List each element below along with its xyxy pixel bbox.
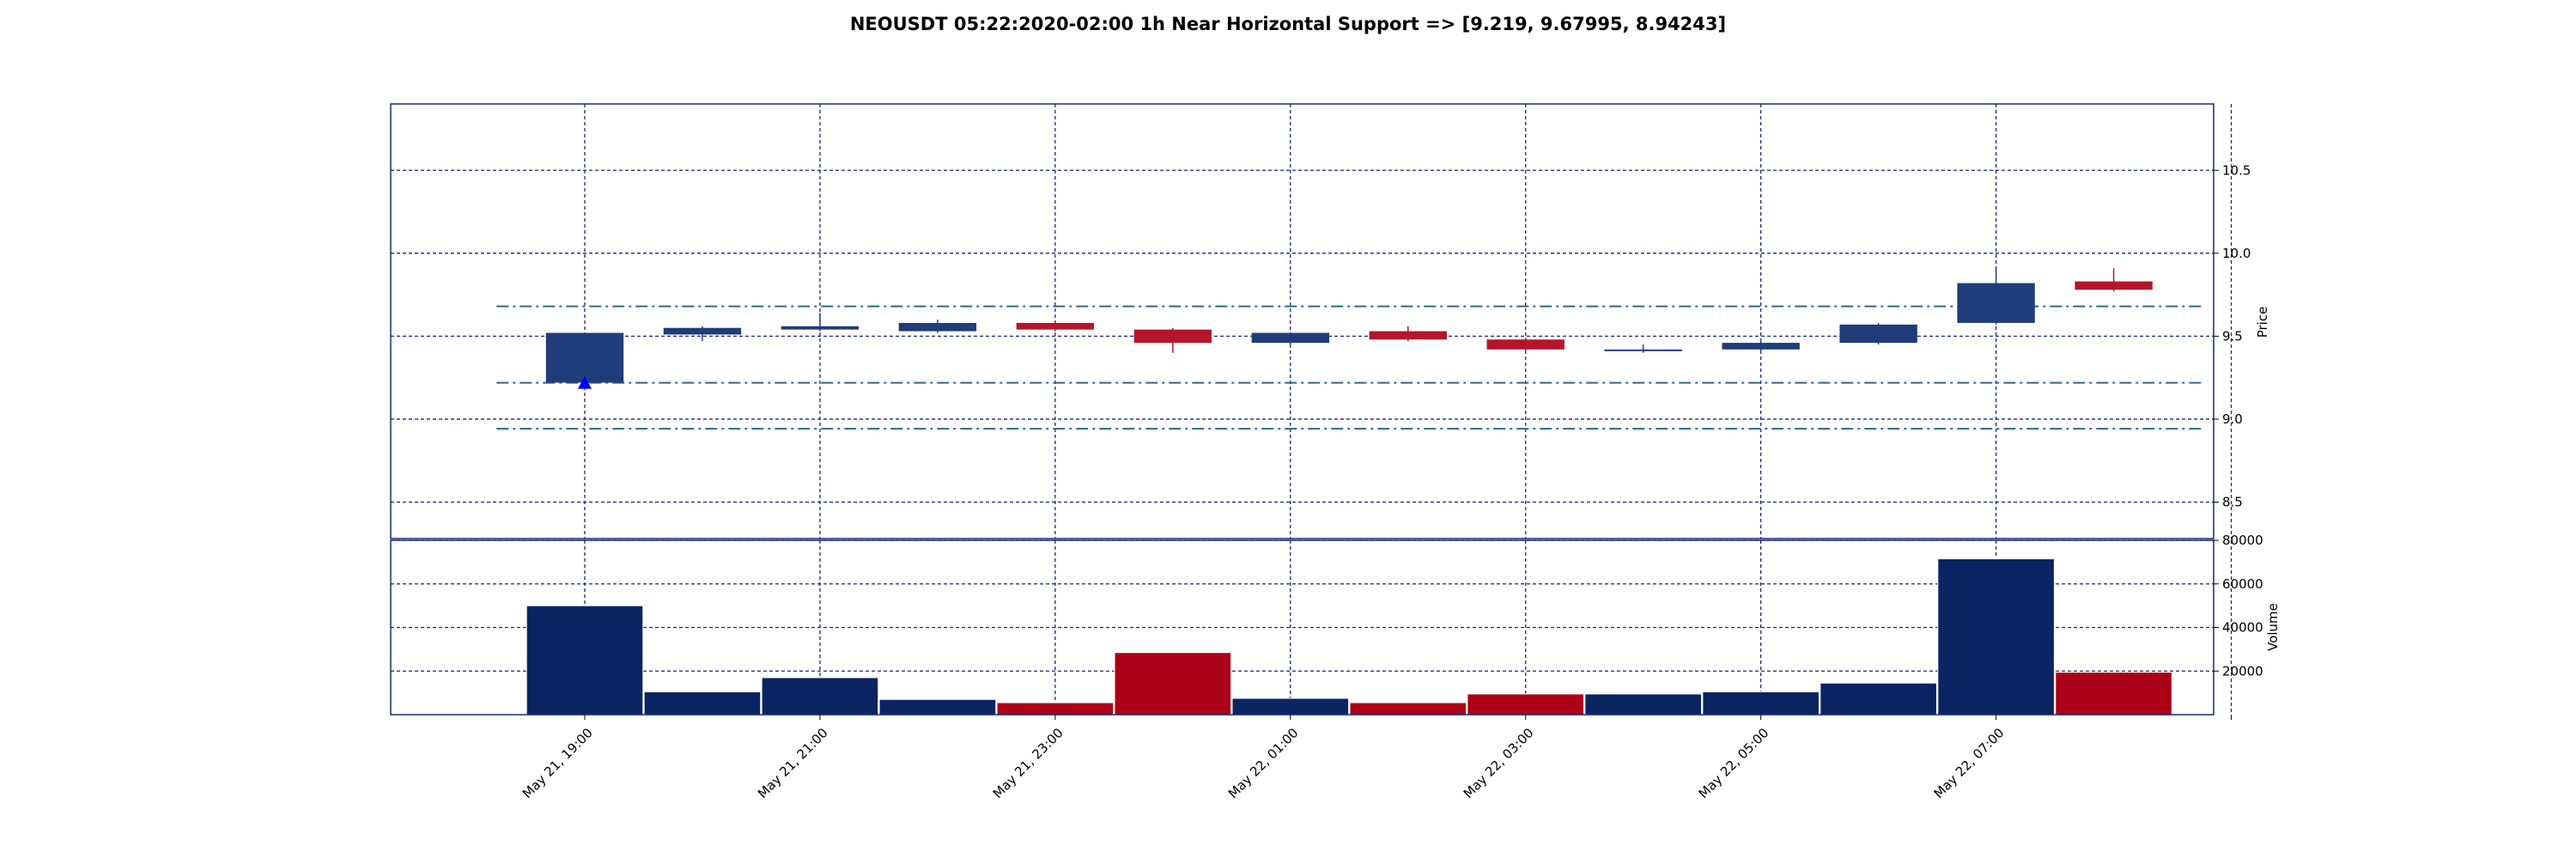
volume-bar xyxy=(996,702,1115,716)
volume-tick-label: 60000 xyxy=(2222,576,2263,592)
x-tick-label: May 22, 05:00 xyxy=(1696,725,1772,801)
volume-bar xyxy=(643,691,762,716)
chart-title: NEOUSDT 05:22:2020-02:00 1h Near Horizon… xyxy=(850,14,1726,34)
candle-body xyxy=(898,322,977,332)
price-tick-label: 10.0 xyxy=(2222,246,2251,261)
price-tick-label: 10.5 xyxy=(2222,162,2251,178)
x-axis: May 21, 19:00 May 21, 21:00 May 21, 23:00 M… xyxy=(519,715,2233,801)
price-tick-label: 9.5 xyxy=(2222,328,2243,344)
volume-bar xyxy=(1114,652,1232,716)
x-tick-label: May 21, 19:00 xyxy=(519,725,596,801)
volume-bar xyxy=(526,605,644,716)
price-tick-label: 8.5 xyxy=(2222,495,2243,510)
candle-body xyxy=(1604,349,1682,351)
volume-bar xyxy=(1467,693,1585,716)
candle-body xyxy=(1251,332,1330,344)
candles xyxy=(545,268,2153,385)
marker-layer xyxy=(577,375,592,389)
volume-bar xyxy=(1349,702,1467,716)
price-panel-frame xyxy=(390,103,2215,539)
candle-body xyxy=(781,326,860,330)
x-tick-label: May 21, 21:00 xyxy=(755,725,831,801)
volume-axis-label: Volume xyxy=(2265,603,2281,651)
price-axis-label: Price xyxy=(2255,307,2270,338)
candle-body xyxy=(1722,343,1800,350)
candle-body xyxy=(2075,281,2153,290)
candle-body xyxy=(1369,331,1447,340)
volume-bar xyxy=(1820,682,1937,716)
candle-body xyxy=(1133,329,1212,344)
volume-y-axis: 20000 40000 60000 80000 xyxy=(2214,533,2263,679)
volume-bar xyxy=(1702,691,1820,716)
volume-bars xyxy=(526,558,2172,716)
x-tick-label: May 22, 01:00 xyxy=(1225,725,1302,801)
volume-bar xyxy=(2055,672,2172,716)
volume-bar xyxy=(1584,693,1703,716)
candle-body xyxy=(1839,324,1917,344)
volume-tick-label: 40000 xyxy=(2222,620,2263,636)
volume-tick-label: 20000 xyxy=(2222,663,2263,679)
support-lines xyxy=(496,305,2202,430)
signal-marker-triangle xyxy=(577,375,592,389)
candle-body xyxy=(545,332,624,383)
candle-body xyxy=(1486,339,1564,350)
x-tick-label: May 22, 07:00 xyxy=(1931,725,2008,801)
price-y-axis: 8.5 9.0 9.5 10.0 10.5 xyxy=(2214,162,2251,510)
volume-bar xyxy=(1937,558,2055,716)
volume-tick-label: 80000 xyxy=(2222,533,2263,548)
volume-bar xyxy=(1231,698,1350,716)
x-tick-label: May 21, 23:00 xyxy=(990,725,1066,801)
x-tick-label: May 22, 03:00 xyxy=(1461,725,1537,801)
candle-body xyxy=(1016,322,1095,330)
candle-body xyxy=(663,327,742,335)
price-tick-label: 9.0 xyxy=(2222,411,2243,427)
price-grid xyxy=(391,104,2233,539)
volume-bar xyxy=(761,677,879,716)
candle-body xyxy=(1957,283,2035,323)
volume-bar xyxy=(878,698,997,716)
